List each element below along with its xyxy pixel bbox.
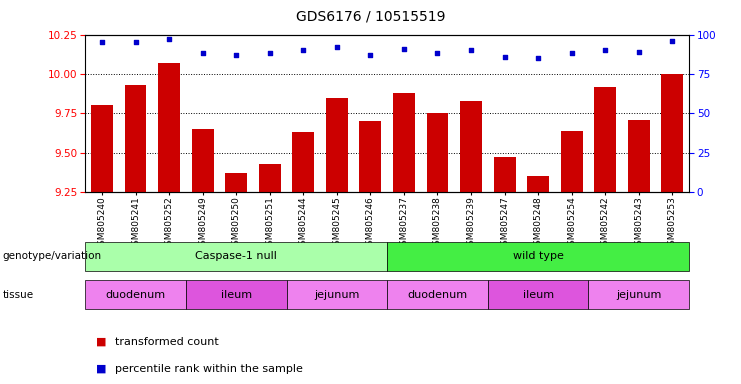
Bar xyxy=(387,280,488,309)
Text: ■: ■ xyxy=(96,337,107,347)
Bar xyxy=(85,280,186,309)
Text: Caspase-1 null: Caspase-1 null xyxy=(196,251,277,262)
Text: duodenum: duodenum xyxy=(408,290,468,300)
Bar xyxy=(326,98,348,192)
Point xyxy=(599,47,611,53)
Text: tissue: tissue xyxy=(2,290,33,300)
Point xyxy=(566,50,578,56)
Bar xyxy=(594,86,617,192)
Point xyxy=(163,36,175,42)
Point xyxy=(264,50,276,56)
Text: ileum: ileum xyxy=(221,290,252,300)
Point xyxy=(96,40,108,46)
Point xyxy=(297,47,309,53)
Point xyxy=(365,52,376,58)
Bar xyxy=(259,164,281,192)
Point xyxy=(431,50,443,56)
Bar xyxy=(287,280,387,309)
Text: wild type: wild type xyxy=(513,251,564,262)
Text: ■: ■ xyxy=(96,364,107,374)
Bar xyxy=(387,242,689,271)
Bar xyxy=(91,105,113,192)
Bar xyxy=(85,242,387,271)
Bar xyxy=(528,176,549,192)
Bar xyxy=(662,74,683,192)
Bar xyxy=(427,113,448,192)
Text: GDS6176 / 10515519: GDS6176 / 10515519 xyxy=(296,10,445,23)
Bar xyxy=(124,85,147,192)
Bar xyxy=(192,129,213,192)
Point xyxy=(532,55,544,61)
Bar xyxy=(460,101,482,192)
Point xyxy=(130,40,142,46)
Bar xyxy=(186,280,287,309)
Bar xyxy=(225,173,247,192)
Bar xyxy=(561,131,582,192)
Bar xyxy=(393,93,415,192)
Text: jejunum: jejunum xyxy=(314,290,359,300)
Bar xyxy=(359,121,382,192)
Point xyxy=(499,53,511,60)
Point xyxy=(196,50,208,56)
Text: genotype/variation: genotype/variation xyxy=(2,251,102,262)
Point xyxy=(398,46,410,52)
Text: percentile rank within the sample: percentile rank within the sample xyxy=(115,364,303,374)
Point xyxy=(633,49,645,55)
Bar xyxy=(588,280,689,309)
Point xyxy=(230,52,242,58)
Text: ileum: ileum xyxy=(522,290,554,300)
Bar xyxy=(293,132,314,192)
Point xyxy=(465,47,477,53)
Text: duodenum: duodenum xyxy=(105,290,165,300)
Bar xyxy=(158,63,180,192)
Bar xyxy=(628,119,650,192)
Bar xyxy=(488,280,588,309)
Point xyxy=(331,44,343,50)
Text: transformed count: transformed count xyxy=(115,337,219,347)
Bar xyxy=(494,157,516,192)
Text: jejunum: jejunum xyxy=(616,290,662,300)
Point xyxy=(666,38,678,44)
